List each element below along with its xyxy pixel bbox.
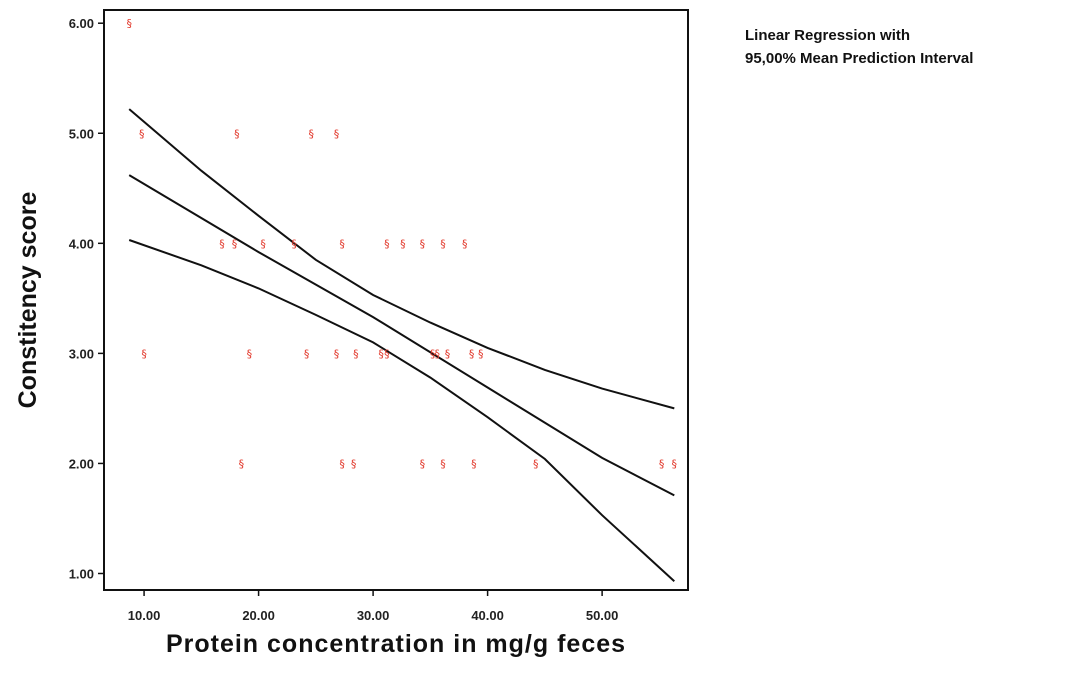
- data-point: §: [141, 347, 147, 360]
- data-point: §: [469, 347, 475, 360]
- y-axis-title: Constitency score: [14, 192, 42, 409]
- legend-line-2: 95,00% Mean Prediction Interval: [745, 50, 974, 67]
- legend-line-1: Linear Regression with: [745, 27, 911, 44]
- x-tick-label: 30.00: [357, 608, 390, 623]
- y-tick-label: 3.00: [69, 346, 94, 361]
- data-point: §: [462, 237, 468, 250]
- axes-layer: 10.00 20.00 30.00 40.00 50.00 1.00 2.00 3.00 4.0…: [69, 9, 689, 623]
- data-point: §: [440, 457, 446, 470]
- legend: Linear Regression with 95,00% Mean Predi…: [745, 24, 973, 70]
- x-tick-label: 50.00: [586, 608, 619, 623]
- data-point: §: [247, 347, 253, 360]
- data-point: §: [672, 457, 678, 470]
- data-point: §: [533, 457, 539, 470]
- data-point: §: [659, 457, 665, 470]
- y-tick-label: 6.00: [69, 16, 94, 31]
- y-tick-label: 4.00: [69, 236, 94, 251]
- data-point: §: [445, 347, 451, 360]
- data-point: §: [291, 237, 297, 250]
- data-point: §: [304, 347, 310, 360]
- data-point: §: [309, 127, 315, 140]
- data-point: §: [471, 457, 477, 470]
- x-tick-label: 20.00: [242, 608, 275, 623]
- data-points: §§ § § §§ § § § § § § § § §§ § § § § § § § § § § §§ § § § § § § § §: [126, 17, 677, 470]
- plot-frame: [103, 9, 689, 591]
- data-point: §: [234, 127, 240, 140]
- data-point: §: [339, 237, 345, 250]
- lower-interval-line: [128, 239, 675, 582]
- data-point: §: [434, 347, 440, 360]
- data-point: §: [351, 457, 357, 470]
- upper-interval-line: [128, 108, 675, 410]
- data-point: §: [378, 347, 384, 360]
- data-point: §: [400, 237, 406, 250]
- data-point: §: [478, 347, 484, 360]
- regression-lines: [128, 108, 675, 582]
- data-point: §: [126, 17, 132, 30]
- data-point: §: [239, 457, 245, 470]
- data-point: §: [334, 347, 340, 360]
- x-tick-label: 10.00: [128, 608, 161, 623]
- data-point: §: [384, 347, 390, 360]
- data-point: §: [420, 237, 426, 250]
- data-point: §: [384, 237, 390, 250]
- data-point: §: [440, 237, 446, 250]
- y-tick-label: 1.00: [69, 566, 94, 581]
- data-point: §: [334, 127, 340, 140]
- data-point: §: [339, 457, 345, 470]
- data-point: §: [232, 237, 238, 250]
- regression-line: [128, 174, 675, 497]
- data-point: §: [430, 347, 436, 360]
- data-point: §: [219, 237, 225, 250]
- data-point: §: [260, 237, 266, 250]
- x-axis-title: Protein concentration in mg/g feces: [166, 630, 626, 658]
- x-tick-label: 40.00: [471, 608, 504, 623]
- data-point: §: [420, 457, 426, 470]
- data-point: §: [139, 127, 145, 140]
- data-point: §: [353, 347, 359, 360]
- y-tick-label: 2.00: [69, 456, 94, 471]
- y-tick-label: 5.00: [69, 126, 94, 141]
